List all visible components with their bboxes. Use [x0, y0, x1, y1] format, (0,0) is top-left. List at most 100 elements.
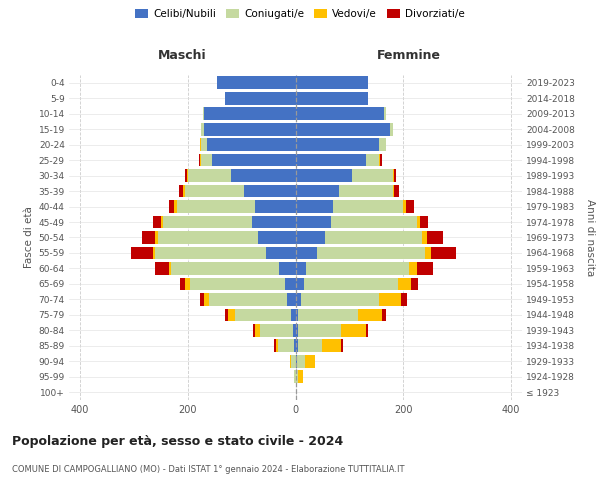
Bar: [325, 231, 422, 244]
Bar: [296, 355, 305, 368]
Bar: [298, 340, 322, 352]
Bar: [244, 184, 296, 198]
Bar: [392, 184, 394, 198]
Bar: [177, 200, 255, 213]
Bar: [255, 200, 296, 213]
Bar: [253, 216, 296, 228]
Bar: [352, 169, 392, 182]
Bar: [201, 123, 204, 136]
Bar: [291, 355, 296, 368]
Bar: [382, 308, 386, 321]
Bar: [392, 169, 394, 182]
Bar: [253, 324, 255, 336]
Bar: [278, 340, 295, 352]
Bar: [306, 262, 409, 275]
Bar: [406, 200, 414, 213]
Bar: [209, 293, 287, 306]
Legend: Celibi/Nubili, Coniugati/e, Vedovi/e, Divorziati/e: Celibi/Nubili, Coniugati/e, Vedovi/e, Di…: [131, 5, 469, 24]
Bar: [203, 108, 204, 120]
Bar: [425, 246, 431, 260]
Bar: [298, 308, 358, 321]
Y-axis label: Fasce di età: Fasce di età: [25, 206, 34, 268]
Bar: [296, 370, 298, 383]
Text: Maschi: Maschi: [158, 50, 206, 62]
Bar: [296, 278, 304, 290]
Text: Femmine: Femmine: [377, 50, 441, 62]
Bar: [304, 278, 398, 290]
Bar: [152, 246, 155, 260]
Bar: [295, 340, 296, 352]
Bar: [260, 324, 293, 336]
Bar: [296, 340, 298, 352]
Bar: [212, 154, 296, 166]
Bar: [431, 246, 455, 260]
Bar: [403, 200, 406, 213]
Bar: [290, 355, 291, 368]
Bar: [158, 231, 258, 244]
Bar: [305, 355, 316, 368]
Bar: [285, 278, 296, 290]
Bar: [296, 123, 390, 136]
Bar: [322, 340, 341, 352]
Bar: [296, 92, 368, 104]
Text: Popolazione per età, sesso e stato civile - 2024: Popolazione per età, sesso e stato civil…: [12, 435, 343, 448]
Bar: [401, 293, 407, 306]
Bar: [296, 293, 301, 306]
Bar: [226, 308, 228, 321]
Bar: [427, 231, 443, 244]
Bar: [295, 370, 296, 383]
Bar: [296, 308, 298, 321]
Bar: [296, 262, 306, 275]
Bar: [417, 216, 419, 228]
Bar: [163, 216, 253, 228]
Bar: [199, 154, 200, 166]
Bar: [190, 278, 285, 290]
Bar: [296, 216, 331, 228]
Bar: [169, 200, 174, 213]
Bar: [226, 92, 296, 104]
Bar: [296, 169, 352, 182]
Bar: [409, 262, 417, 275]
Bar: [298, 370, 302, 383]
Bar: [398, 278, 412, 290]
Bar: [255, 324, 260, 336]
Bar: [412, 278, 418, 290]
Bar: [155, 262, 169, 275]
Bar: [296, 184, 338, 198]
Bar: [200, 293, 204, 306]
Bar: [280, 262, 296, 275]
Bar: [365, 154, 379, 166]
Y-axis label: Anni di nascita: Anni di nascita: [585, 199, 595, 276]
Bar: [394, 184, 398, 198]
Bar: [394, 169, 397, 182]
Bar: [296, 324, 298, 336]
Bar: [172, 262, 280, 275]
Bar: [174, 200, 177, 213]
Bar: [341, 324, 365, 336]
Bar: [152, 216, 161, 228]
Bar: [341, 340, 343, 352]
Bar: [379, 293, 401, 306]
Bar: [161, 216, 163, 228]
Bar: [333, 200, 403, 213]
Bar: [179, 184, 184, 198]
Bar: [200, 138, 201, 151]
Bar: [274, 340, 275, 352]
Bar: [287, 293, 296, 306]
Bar: [298, 324, 341, 336]
Bar: [296, 231, 325, 244]
Bar: [204, 108, 296, 120]
Bar: [419, 216, 428, 228]
Bar: [296, 108, 385, 120]
Bar: [185, 278, 190, 290]
Bar: [206, 138, 296, 151]
Bar: [422, 231, 427, 244]
Bar: [317, 246, 425, 260]
Bar: [131, 246, 152, 260]
Bar: [385, 108, 386, 120]
Bar: [365, 324, 368, 336]
Bar: [301, 293, 379, 306]
Bar: [217, 76, 296, 89]
Bar: [184, 184, 185, 198]
Bar: [201, 154, 212, 166]
